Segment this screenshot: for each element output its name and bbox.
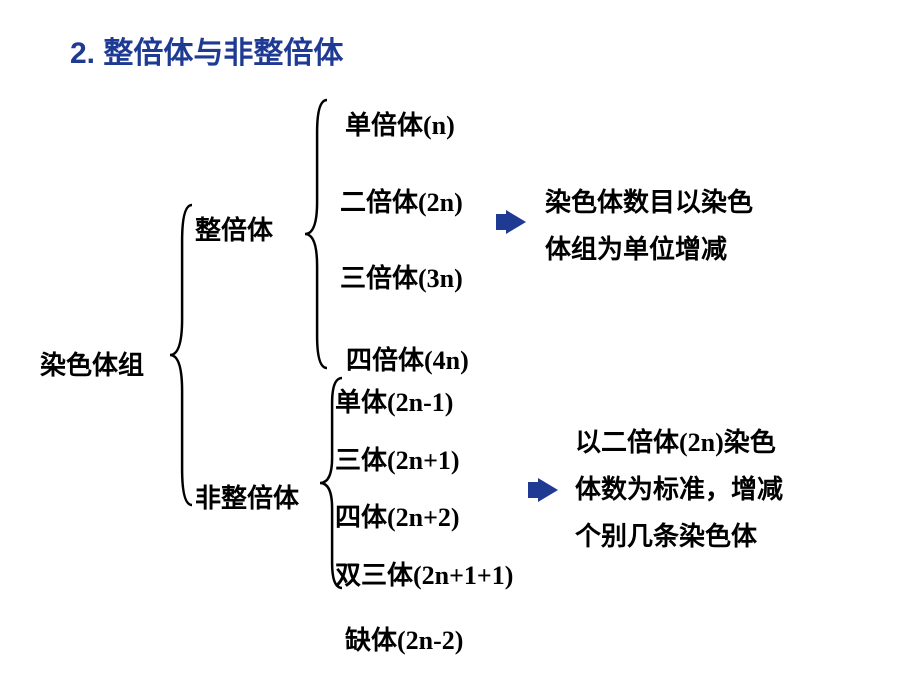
group-brace: [303, 98, 329, 370]
leaf-item: 二倍体(2n): [340, 182, 463, 219]
root-label: 染色体组: [40, 345, 144, 382]
group-label: 整倍体: [195, 210, 273, 247]
root-brace: [168, 203, 194, 507]
arrow-tail: [496, 214, 508, 230]
arrow-tail: [528, 482, 540, 498]
arrow-icon: [538, 478, 558, 502]
leaf-item: 双三体(2n+1+1): [335, 555, 513, 592]
leaf-item: 四体(2n+2): [335, 497, 460, 534]
leaf-item: 三倍体(3n): [340, 258, 463, 295]
group-description: 染色体数目以染色体组为单位增减: [545, 180, 753, 274]
leaf-item: 四倍体(4n): [346, 340, 469, 377]
leaf-item: 缺体(2n-2): [345, 620, 463, 657]
leaf-item: 单倍体(n): [345, 105, 455, 142]
group-label: 非整倍体: [195, 478, 299, 515]
leaf-item: 单体(2n-1): [335, 382, 453, 419]
leaf-item: 三体(2n+1): [335, 440, 460, 477]
section-title: 2. 整倍体与非整倍体: [70, 28, 343, 72]
group-description: 以二倍体(2n)染色体数为标准，增减个别几条染色体: [575, 420, 783, 560]
arrow-icon: [506, 210, 526, 234]
